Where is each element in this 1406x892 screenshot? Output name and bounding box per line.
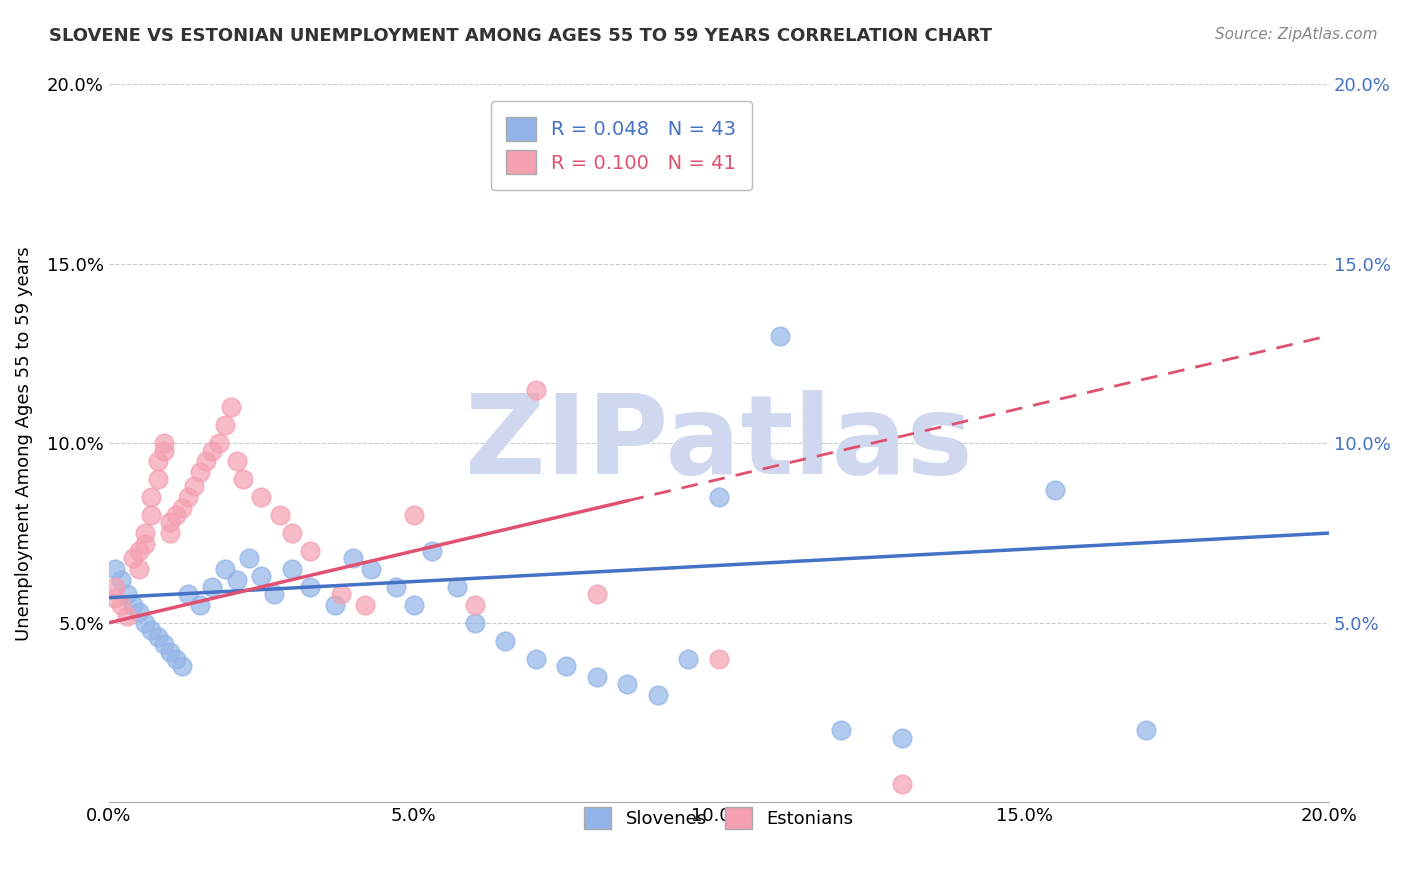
Point [219,401,242,415]
Point [146,630,169,644]
Point [159,516,181,530]
Point [128,562,150,576]
Point [342,551,364,566]
Point [201,443,224,458]
Point [104,591,127,605]
Point [464,615,486,630]
Point [122,598,145,612]
Point [360,562,382,576]
Legend: Slovenes, Estonians: Slovenes, Estonians [569,793,868,844]
Point [707,490,730,504]
Point [104,562,127,576]
Point [238,551,260,566]
Point [647,688,669,702]
Text: Source: ZipAtlas.com: Source: ZipAtlas.com [1215,27,1378,42]
Point [104,580,127,594]
Point [354,598,377,612]
Point [281,562,304,576]
Point [707,651,730,665]
Point [250,569,273,583]
Point [122,551,145,566]
Point [134,526,156,541]
Point [524,383,547,397]
Point [299,544,322,558]
Point [446,580,468,594]
Point [177,587,200,601]
Point [159,526,181,541]
Point [263,587,285,601]
Point [225,454,247,468]
Point [134,537,156,551]
Point [225,573,247,587]
Y-axis label: Unemployment Among Ages 55 to 59 years: Unemployment Among Ages 55 to 59 years [15,246,32,640]
Point [195,454,218,468]
Point [188,598,211,612]
Point [329,587,352,601]
Point [616,677,638,691]
Point [384,580,406,594]
Point [183,479,205,493]
Point [170,659,193,673]
Point [115,587,138,601]
Point [201,580,224,594]
Point [177,490,200,504]
Point [170,500,193,515]
Point [214,562,236,576]
Point [152,443,174,458]
Text: ZIPatlas: ZIPatlas [465,390,973,497]
Point [141,623,163,637]
Point [1135,723,1157,738]
Point [188,465,211,479]
Point [110,598,132,612]
Point [110,573,132,587]
Point [281,526,304,541]
Point [678,651,700,665]
Point [141,490,163,504]
Point [891,777,914,791]
Point [115,608,138,623]
Point [159,644,181,658]
Point [494,633,516,648]
Point [891,731,914,745]
Point [134,615,156,630]
Point [323,598,346,612]
Point [141,508,163,523]
Point [299,580,322,594]
Point [464,598,486,612]
Point [165,508,187,523]
Point [146,472,169,486]
Point [232,472,254,486]
Point [586,587,609,601]
Point [769,328,792,343]
Point [586,670,609,684]
Point [524,651,547,665]
Point [152,637,174,651]
Point [1043,483,1066,497]
Point [152,436,174,450]
Point [128,605,150,619]
Point [420,544,443,558]
Point [214,418,236,433]
Text: SLOVENE VS ESTONIAN UNEMPLOYMENT AMONG AGES 55 TO 59 YEARS CORRELATION CHART: SLOVENE VS ESTONIAN UNEMPLOYMENT AMONG A… [49,27,993,45]
Point [555,659,578,673]
Point [128,544,150,558]
Point [402,598,425,612]
Point [269,508,291,523]
Point [402,508,425,523]
Point [207,436,229,450]
Point [146,454,169,468]
Point [250,490,273,504]
Point [830,723,852,738]
Point [165,651,187,665]
